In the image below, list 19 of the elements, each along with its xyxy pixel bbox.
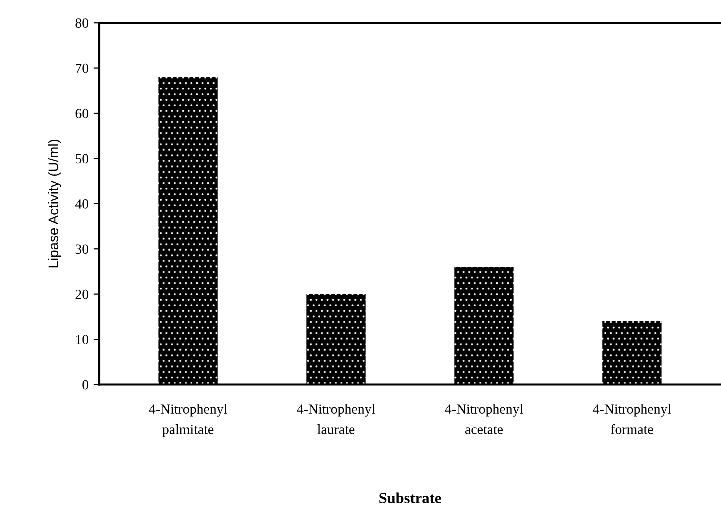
y-tick-label: 30 bbox=[76, 244, 89, 254]
y-tick-label: 20 bbox=[76, 290, 89, 300]
x-axis-title: Substrate bbox=[380, 492, 442, 504]
x-tick-label: 4-Nitrophenyl palmitate bbox=[149, 404, 228, 438]
y-tick-label: 50 bbox=[76, 154, 89, 164]
x-tick-label: 4-Nitrophenyl acetate bbox=[445, 404, 524, 434]
y-tick-label: 70 bbox=[76, 64, 89, 74]
x-tick-label: 4-Nitrophenyl laurate bbox=[297, 404, 376, 434]
y-tick-label: 10 bbox=[76, 335, 89, 344]
y-tick-label: 80 bbox=[76, 18, 89, 28]
bar bbox=[158, 77, 218, 385]
x-tick-label: 4-Nitrophenyl formate bbox=[593, 404, 672, 434]
y-tick-label: 60 bbox=[76, 109, 89, 118]
bar bbox=[306, 294, 366, 385]
y-tick-label: 0 bbox=[82, 380, 89, 390]
bar bbox=[602, 321, 662, 385]
bar bbox=[454, 267, 514, 385]
y-tick-label: 40 bbox=[75, 200, 89, 209]
y-axis-title: Lipase Activity (U/ml) bbox=[48, 140, 62, 268]
